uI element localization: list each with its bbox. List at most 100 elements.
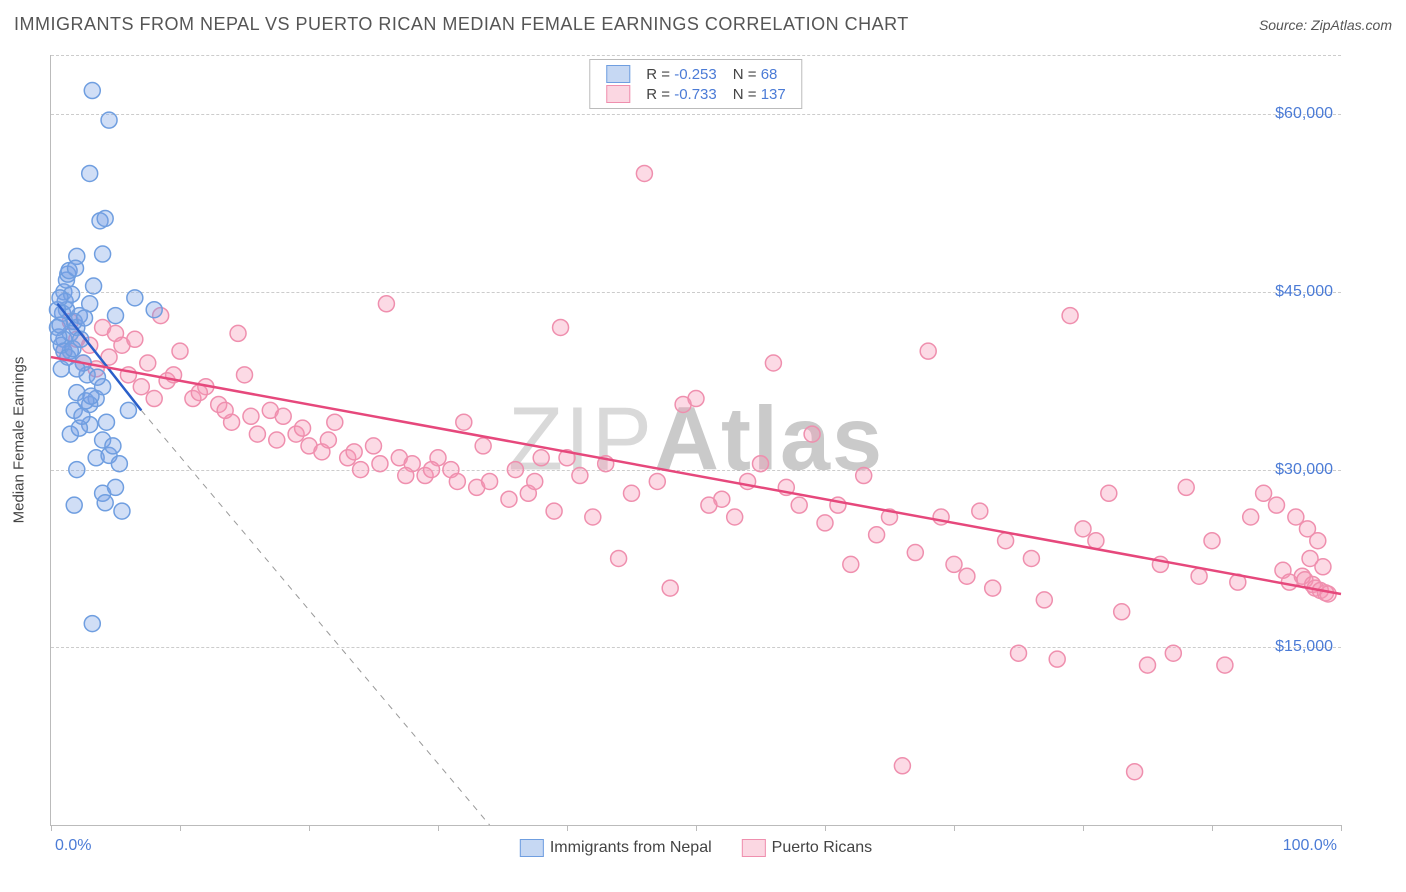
scatter-point-nepal [68, 260, 84, 276]
scatter-point-nepal [84, 616, 100, 632]
scatter-point-puerto [972, 503, 988, 519]
scatter-point-puerto [140, 355, 156, 371]
scatter-point-puerto [1243, 509, 1259, 525]
scatter-point-puerto [894, 758, 910, 774]
scatter-point-nepal [111, 456, 127, 472]
scatter-point-puerto [701, 497, 717, 513]
x-tick [954, 825, 955, 831]
chart-title: IMMIGRANTS FROM NEPAL VS PUERTO RICAN ME… [14, 14, 909, 35]
x-min-label: 0.0% [55, 837, 91, 855]
scatter-point-puerto [1315, 559, 1331, 575]
scatter-point-puerto [1088, 533, 1104, 549]
x-tick [438, 825, 439, 831]
scatter-point-puerto [127, 331, 143, 347]
scatter-point-puerto [1178, 479, 1194, 495]
scatter-point-nepal [120, 402, 136, 418]
scatter-point-puerto [959, 568, 975, 584]
scatter-point-puerto [327, 414, 343, 430]
scatter-point-puerto [920, 343, 936, 359]
x-tick [309, 825, 310, 831]
n-label-puerto: N = [733, 86, 761, 103]
legend-swatch-puerto-bottom [742, 839, 766, 857]
scatter-point-puerto [1101, 485, 1117, 501]
r-value-puerto: -0.733 [674, 86, 717, 103]
scatter-point-puerto [753, 456, 769, 472]
scatter-point-puerto [398, 468, 414, 484]
scatter-point-puerto [353, 462, 369, 478]
scatter-point-puerto [765, 355, 781, 371]
scatter-point-puerto [1320, 586, 1336, 602]
scatter-point-puerto [649, 473, 665, 489]
scatter-point-puerto [527, 473, 543, 489]
scatter-point-puerto [856, 468, 872, 484]
scatter-point-puerto [275, 408, 291, 424]
n-value-puerto: 137 [761, 86, 786, 103]
scatter-point-puerto [1127, 764, 1143, 780]
scatter-point-puerto [1269, 497, 1285, 513]
r-value-nepal: -0.253 [674, 66, 717, 83]
source-prefix: Source: [1259, 17, 1311, 33]
scatter-point-nepal [95, 246, 111, 262]
scatter-point-puerto [843, 556, 859, 572]
scatter-point-puerto [1204, 533, 1220, 549]
scatter-point-puerto [546, 503, 562, 519]
scatter-point-puerto [456, 414, 472, 430]
scatter-point-puerto [507, 462, 523, 478]
scatter-point-puerto [269, 432, 285, 448]
x-tick [51, 825, 52, 831]
scatter-point-nepal [146, 302, 162, 318]
scatter-point-puerto [1256, 485, 1272, 501]
scatter-point-puerto [1140, 657, 1156, 673]
source-name: ZipAtlas.com [1311, 17, 1392, 33]
scatter-point-puerto [1049, 651, 1065, 667]
scatter-point-puerto [662, 580, 678, 596]
scatter-point-puerto [636, 165, 652, 181]
scatter-point-puerto [320, 432, 336, 448]
scatter-point-puerto [424, 462, 440, 478]
scatter-point-puerto [482, 473, 498, 489]
legend-stats-table: R = -0.253 N = 68 R = -0.733 N = 137 [598, 64, 793, 104]
scatter-point-puerto [1114, 604, 1130, 620]
legend-item-nepal: Immigrants from Nepal [520, 839, 712, 857]
x-tick [180, 825, 181, 831]
scatter-point-puerto [585, 509, 601, 525]
scatter-point-puerto [1023, 550, 1039, 566]
scatter-point-nepal [89, 369, 105, 385]
scatter-point-puerto [572, 468, 588, 484]
x-tick [825, 825, 826, 831]
scatter-point-puerto [611, 550, 627, 566]
scatter-point-nepal [86, 278, 102, 294]
scatter-point-puerto [449, 473, 465, 489]
scatter-point-puerto [1011, 645, 1027, 661]
scatter-point-puerto [688, 391, 704, 407]
scatter-point-puerto [249, 426, 265, 442]
scatter-point-puerto [475, 438, 491, 454]
scatter-point-puerto [553, 319, 569, 335]
scatter-point-nepal [101, 112, 117, 128]
scatter-point-puerto [1036, 592, 1052, 608]
x-tick [696, 825, 697, 831]
scatter-point-puerto [946, 556, 962, 572]
x-tick [1212, 825, 1213, 831]
r-label-puerto: R = [646, 86, 674, 103]
scatter-point-nepal [98, 414, 114, 430]
scatter-point-puerto [804, 426, 820, 442]
scatter-point-puerto [230, 325, 246, 341]
scatter-point-nepal [83, 388, 99, 404]
scatter-point-puerto [378, 296, 394, 312]
legend-series: Immigrants from Nepal Puerto Ricans [520, 839, 872, 857]
scatter-point-nepal [97, 495, 113, 511]
scatter-point-puerto [172, 343, 188, 359]
legend-stats-row-puerto: R = -0.733 N = 137 [598, 84, 793, 104]
scatter-point-puerto [217, 402, 233, 418]
scatter-point-puerto [985, 580, 1001, 596]
scatter-point-nepal [69, 462, 85, 478]
legend-label-puerto: Puerto Ricans [772, 839, 873, 857]
scatter-point-puerto [501, 491, 517, 507]
title-bar: IMMIGRANTS FROM NEPAL VS PUERTO RICAN ME… [14, 14, 1392, 35]
legend-stats: R = -0.253 N = 68 R = -0.733 N = 137 [589, 59, 802, 109]
legend-label-nepal: Immigrants from Nepal [550, 839, 712, 857]
r-label-nepal: R = [646, 66, 674, 83]
legend-swatch-nepal-bottom [520, 839, 544, 857]
scatter-point-puerto [243, 408, 259, 424]
